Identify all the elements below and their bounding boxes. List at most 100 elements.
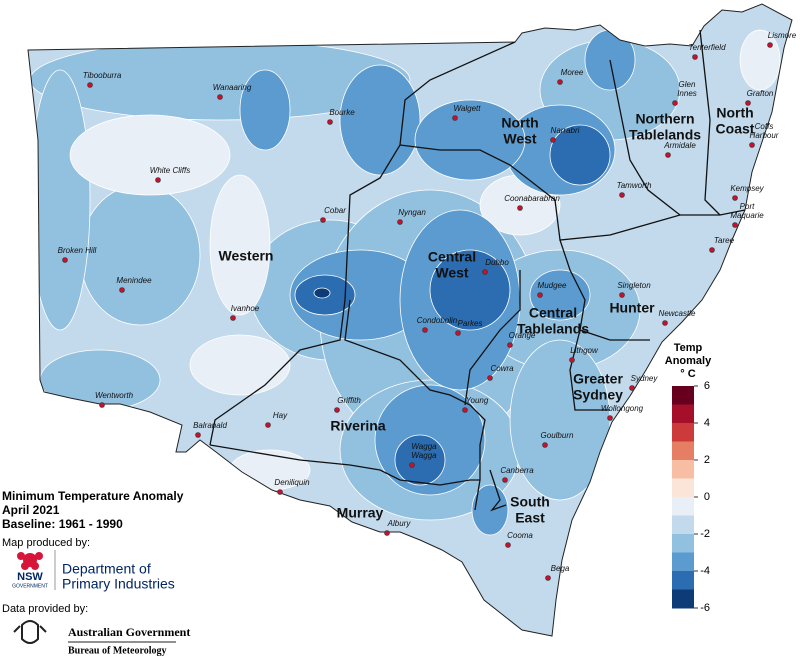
region-label: Riverina — [330, 418, 385, 434]
town-label: Mudgee — [538, 281, 567, 290]
town-dot — [745, 100, 751, 106]
anomaly-area — [209, 174, 271, 316]
region-label: Greater — [573, 371, 623, 387]
town-label: Griffith — [337, 396, 361, 405]
region-boundaries — [209, 29, 746, 512]
anomaly-area — [339, 64, 421, 176]
anomaly-area — [79, 184, 201, 326]
town-dot — [505, 542, 511, 548]
department: Primary Industries — [62, 576, 175, 592]
legend-bin — [672, 441, 694, 461]
town-label: Ivanhoe — [231, 304, 260, 313]
town-label: Balranald — [193, 421, 227, 430]
town-dot — [384, 530, 390, 536]
legend-title: ° C — [680, 368, 695, 380]
town-dot — [692, 54, 698, 60]
town-dot — [662, 320, 668, 326]
region-label: West — [503, 131, 537, 147]
legend-bin — [672, 515, 694, 535]
legend-title: Temp — [674, 342, 703, 354]
town-label: Goulburn — [541, 431, 574, 440]
town-label: Wollongong — [601, 404, 644, 413]
town-dot — [665, 152, 671, 158]
anomaly-area — [394, 434, 446, 486]
town-dot — [672, 100, 678, 106]
anomaly-area — [414, 99, 526, 181]
town-dot — [265, 422, 271, 428]
town-dot — [517, 205, 523, 211]
legend-bin — [672, 571, 694, 590]
town-label: Coonabarabran — [504, 194, 560, 203]
region-label: Central — [529, 305, 577, 321]
nsw-text: NSW — [17, 571, 43, 583]
town-label: Canberra — [500, 466, 534, 475]
town-label: Cooma — [507, 531, 533, 540]
town-label: Walgett — [454, 104, 482, 113]
town-dot — [502, 477, 508, 483]
region-label: Sydney — [573, 387, 623, 403]
title-line: April 2021 — [2, 503, 60, 517]
town-label: Sydney — [631, 374, 659, 383]
town-label: Grafton — [747, 89, 774, 98]
nsw-waratah — [17, 552, 43, 570]
anomaly-area — [189, 334, 291, 396]
legend-bin — [672, 534, 694, 553]
legend-tick-label: -4 — [700, 565, 710, 577]
town-label: Bourke — [329, 108, 355, 117]
region-label: East — [515, 510, 545, 526]
town-label: White Cliffs — [150, 166, 190, 175]
region-label: Coast — [716, 121, 755, 137]
anomaly-area — [549, 124, 611, 186]
town-dot — [732, 195, 738, 201]
region-label: Murray — [337, 505, 384, 521]
town-dot — [607, 415, 613, 421]
town-dot — [99, 402, 105, 408]
town-dot — [452, 115, 458, 121]
town-label: Tibooburra — [83, 71, 122, 80]
town-label: Cowra — [490, 364, 514, 373]
region-label: Central — [428, 249, 476, 265]
town-dot — [709, 247, 715, 253]
town-dot — [569, 357, 575, 363]
town-label: Dubbo — [485, 258, 509, 267]
legend-tick-label: -2 — [700, 528, 710, 540]
town-dot — [327, 119, 333, 125]
town-dot — [119, 287, 125, 293]
region-label: Northern — [635, 111, 694, 127]
town-label: Tenterfield — [688, 43, 726, 52]
town-label: Bega — [551, 564, 570, 573]
town-label: Parkes — [458, 319, 483, 328]
town-dot — [334, 407, 340, 413]
bom-gov: Australian Government — [68, 625, 190, 639]
legend-bin — [672, 552, 694, 572]
town-label: Armidale — [663, 141, 696, 150]
legend-tick-label: -6 — [700, 602, 710, 614]
town-dot — [217, 94, 223, 100]
town-dot — [409, 462, 415, 468]
town-label: Menindee — [116, 276, 152, 285]
legend-tick-label: 4 — [704, 417, 710, 429]
town-label: Lithgow — [570, 346, 599, 355]
town-dot — [155, 177, 161, 183]
town-dot — [749, 142, 755, 148]
town-dot — [455, 330, 461, 336]
credits: Minimum Temperature Anomaly April 2021 B… — [2, 342, 712, 656]
town-label: Broken Hill — [58, 246, 97, 255]
anomaly-area — [313, 287, 331, 299]
produced-by: Map produced by: — [2, 537, 90, 549]
anomaly-area — [509, 339, 611, 501]
town-dot — [507, 342, 513, 348]
town-label: Lismore — [768, 31, 797, 40]
town-dot — [550, 137, 556, 143]
town-label: Condobolin — [417, 316, 458, 325]
anomaly-area — [69, 114, 231, 196]
town-label: Wagga — [411, 442, 437, 451]
legend-bin — [672, 478, 694, 498]
legend-tick-label: 2 — [704, 454, 710, 466]
town-dot — [320, 217, 326, 223]
legend-bin — [672, 497, 694, 516]
town-label: Orange — [509, 331, 536, 340]
town-dot — [462, 407, 468, 413]
town-label: Maquarie — [730, 211, 764, 220]
